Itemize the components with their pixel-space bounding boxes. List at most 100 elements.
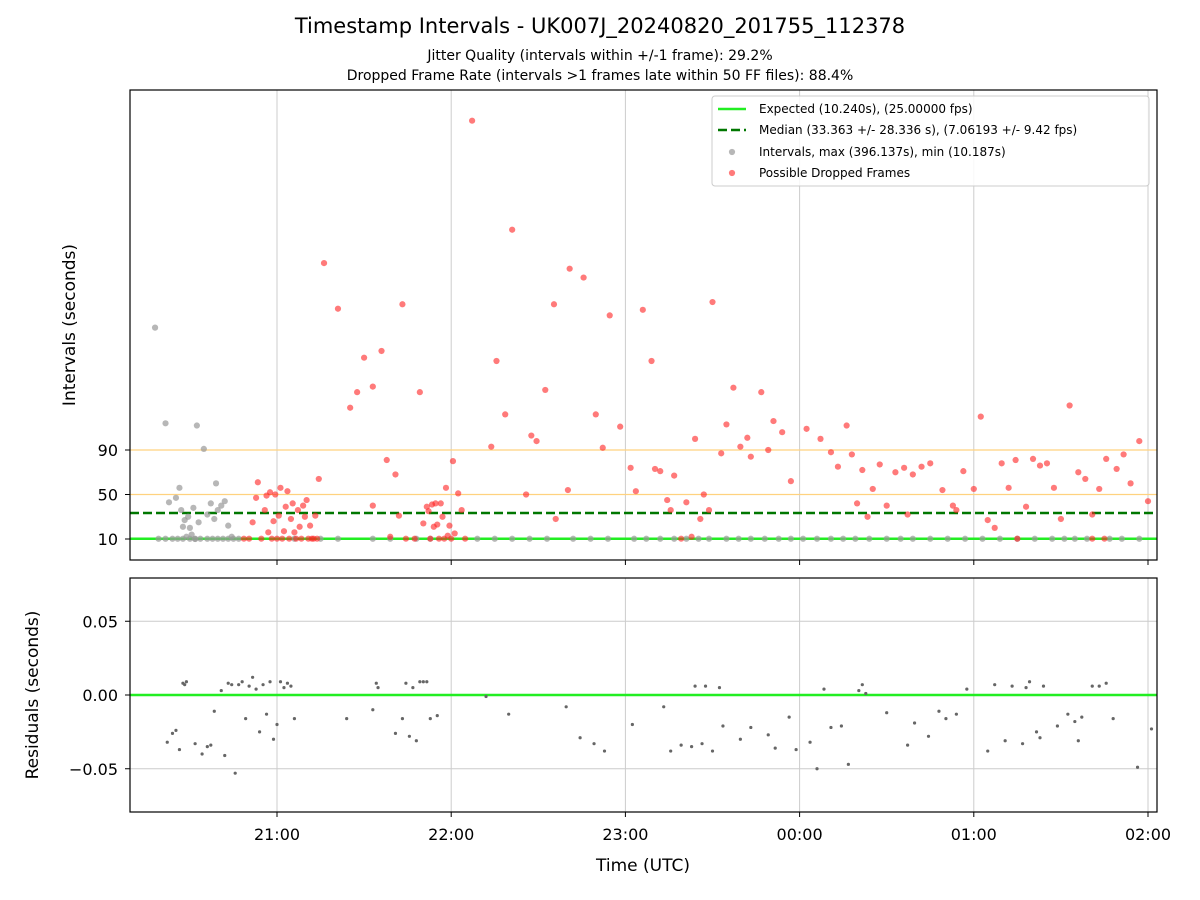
interval-point [195, 519, 202, 526]
interval-point [165, 499, 173, 506]
legend-label-expected: Expected (10.240s), (25.00000 fps) [759, 102, 973, 116]
interval-point [211, 515, 218, 523]
dropped-frame-point [998, 460, 1005, 467]
dropped-frame-point [528, 432, 535, 439]
dropped-frame-point [280, 528, 288, 535]
legend-label-intervals: Intervals, max (396.137s), min (10.187s) [759, 145, 1006, 159]
dropped-frame-point [927, 460, 934, 467]
residual-point [411, 686, 415, 690]
residual-point [254, 687, 258, 691]
dropped-frame-point [509, 226, 516, 233]
x-tick-label: 22:00 [428, 825, 474, 844]
residual-point [993, 683, 997, 687]
residual-point [1149, 727, 1154, 731]
dropped-frame-point [542, 386, 549, 394]
residual-point [1135, 765, 1140, 769]
residual-point [1104, 681, 1108, 685]
interval-point [587, 535, 594, 542]
interval-point [230, 535, 237, 542]
dropped-frame-point [904, 511, 911, 518]
interval-point [979, 535, 986, 542]
residual-point [1090, 684, 1094, 688]
dropped-frame-point [909, 471, 916, 478]
dropped-frame-point [709, 298, 716, 306]
dropped-frame-point [434, 521, 441, 528]
residual-point [926, 734, 931, 738]
residual-point [240, 680, 244, 684]
residual-point [602, 749, 607, 753]
interval-point [866, 535, 873, 542]
residual-point [376, 686, 380, 690]
dropped-frame-point [892, 469, 899, 476]
interval-point [735, 535, 742, 542]
residual-point [200, 752, 204, 756]
dropped-frame-point [1050, 484, 1058, 491]
intervals-y-axis-label: Intervals (seconds) [60, 244, 80, 406]
residual-point [247, 684, 251, 688]
residual-point [700, 742, 704, 746]
residual-point [393, 731, 398, 735]
dropped-frame-point [1136, 438, 1143, 445]
residual-point [1024, 686, 1028, 690]
legend-swatch-dropped [728, 169, 736, 177]
residual-point [1066, 712, 1070, 716]
residual-point [808, 740, 812, 744]
dropped-frame-point [258, 535, 265, 542]
dropped-frame-point [369, 502, 376, 509]
dropped-frame-point [1057, 515, 1064, 523]
interval-point [225, 522, 232, 529]
dropped-frame-point [691, 435, 699, 442]
dropped-frame-point [599, 444, 606, 451]
residual-point [794, 747, 798, 752]
legend: Expected (10.240s), (25.00000 fps) Median… [711, 95, 1150, 187]
dropped-frame-point [697, 515, 704, 523]
dropped-frame-point [446, 522, 453, 529]
intervals-y-tick-label: 90 [98, 441, 118, 460]
residual-point [1027, 680, 1032, 684]
dropped-frame-point [275, 512, 282, 519]
dropped-frame-point [301, 513, 308, 520]
interval-point [174, 535, 181, 542]
dropped-frame-point [1012, 456, 1019, 464]
dropped-frame-point [249, 519, 256, 526]
interval-point [192, 535, 199, 542]
dropped-frame-point [387, 533, 394, 540]
interval-point [509, 535, 516, 542]
interval-point [683, 535, 690, 542]
interval-point [190, 504, 197, 511]
dropped-frame-point [246, 535, 253, 542]
dropped-frame-point [1029, 455, 1037, 462]
residual-point [193, 742, 197, 746]
interval-point [204, 535, 211, 542]
dropped-frame-point [580, 274, 587, 281]
x-tick-label: 21:00 [254, 825, 300, 844]
dropped-frame-point [639, 306, 646, 313]
dropped-frame-point [688, 533, 695, 540]
residuals-y-tick-label: 0.00 [82, 686, 118, 705]
dropped-frame-point [270, 518, 277, 525]
residuals-y-axis-label: Residuals (seconds) [23, 611, 43, 780]
dropped-frame-point [420, 520, 427, 527]
dropped-frame-point [533, 438, 540, 445]
dropped-frame-point [718, 450, 725, 457]
interval-point [1083, 535, 1091, 542]
dropped-frame-point [399, 301, 406, 308]
interval-point [526, 535, 533, 542]
residual-point [257, 730, 262, 734]
residual-point [829, 725, 833, 730]
dropped-frame-point [991, 524, 998, 531]
residual-point [212, 709, 216, 713]
residual-point [484, 694, 488, 699]
legend-label-median: Median (33.363 +/- 28.336 s), (7.06193 +… [759, 123, 1077, 137]
dropped-frame-point [451, 530, 458, 537]
dropped-frame-point [291, 529, 298, 536]
interval-point [1136, 535, 1143, 542]
interval-point [840, 535, 847, 542]
dropped-frame-point [395, 512, 403, 519]
interval-point [570, 535, 577, 542]
residual-point [418, 680, 422, 684]
residual-point [428, 717, 432, 721]
dropped-frame-point [272, 491, 279, 498]
residual-point [374, 681, 378, 685]
dropped-frame-point [502, 411, 509, 418]
